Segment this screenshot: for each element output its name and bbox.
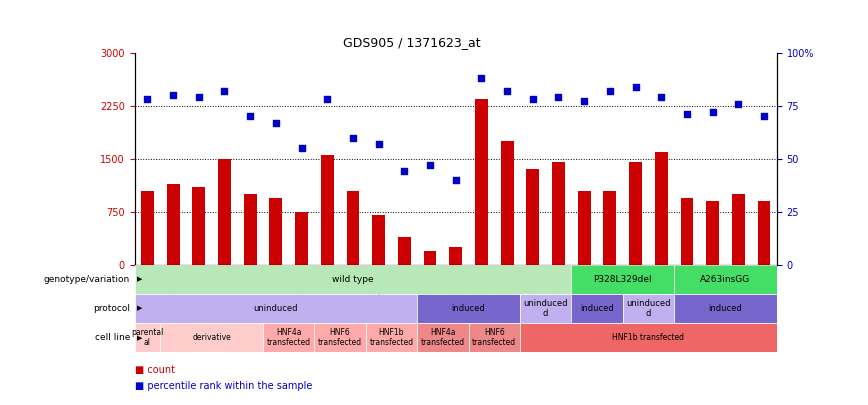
Text: ■ count: ■ count (135, 364, 174, 375)
Text: wild type: wild type (332, 275, 374, 284)
Text: HNF4a
transfected: HNF4a transfected (421, 328, 465, 347)
Point (654, 94, 668, 100)
Bar (571, 294, 622, 323)
Text: HNF1b
transfected: HNF1b transfected (370, 328, 413, 347)
Point (706, 109, 720, 115)
Bar (475, 99, 488, 265)
Bar (578, 191, 590, 265)
Point (603, 87, 617, 94)
Text: uninduced
d: uninduced d (523, 299, 568, 318)
Text: ▶: ▶ (137, 335, 142, 341)
Point (449, 177, 463, 183)
Bar (571, 265, 674, 294)
Point (680, 111, 694, 117)
Text: cell line: cell line (95, 333, 130, 342)
Bar (346, 191, 359, 265)
Bar (167, 183, 180, 265)
Bar (501, 141, 514, 265)
Point (628, 83, 642, 90)
Point (423, 162, 437, 168)
Bar (314, 323, 365, 352)
Text: derivative: derivative (192, 333, 231, 342)
Text: ▶: ▶ (137, 306, 142, 311)
Point (192, 94, 206, 100)
Bar (520, 323, 777, 352)
Text: HNF6
transfected: HNF6 transfected (318, 328, 362, 347)
Bar (622, 294, 674, 323)
Text: protocol: protocol (93, 304, 130, 313)
Bar (263, 323, 314, 352)
Bar (135, 265, 571, 294)
Text: induced: induced (580, 304, 614, 313)
Point (218, 87, 232, 94)
Text: HNF4a
transfected: HNF4a transfected (266, 328, 311, 347)
Bar (450, 247, 462, 265)
Point (577, 98, 591, 105)
Text: ■ percentile rank within the sample: ■ percentile rank within the sample (135, 381, 312, 391)
Text: A263insGG: A263insGG (700, 275, 751, 284)
Bar (418, 294, 520, 323)
Bar (758, 201, 771, 265)
Bar (654, 152, 667, 265)
Bar (520, 294, 571, 323)
Text: parental
al: parental al (131, 328, 163, 347)
Point (475, 75, 489, 81)
Bar (141, 191, 154, 265)
Bar (321, 155, 333, 265)
Bar (681, 198, 694, 265)
Text: uninduced: uninduced (253, 304, 298, 313)
Point (500, 87, 514, 94)
Bar (295, 212, 308, 265)
Bar (398, 237, 411, 265)
Bar (418, 323, 469, 352)
Bar (424, 251, 437, 265)
Text: HNF6
transfected: HNF6 transfected (472, 328, 516, 347)
Bar (161, 323, 263, 352)
Bar (469, 323, 520, 352)
Text: uninduced
d: uninduced d (626, 299, 671, 318)
Point (294, 145, 308, 151)
Text: ▶: ▶ (137, 277, 142, 282)
Point (166, 92, 180, 98)
Bar (707, 201, 719, 265)
Bar (552, 162, 565, 265)
Point (526, 96, 540, 102)
Point (243, 113, 257, 119)
Text: genotype/variation: genotype/variation (44, 275, 130, 284)
Text: induced: induced (451, 304, 485, 313)
Point (346, 134, 360, 141)
Point (269, 119, 283, 126)
Bar (135, 323, 161, 352)
Bar (674, 265, 777, 294)
Point (398, 168, 411, 175)
Text: P328L329del: P328L329del (594, 275, 652, 284)
Point (320, 96, 334, 102)
Bar (269, 198, 282, 265)
Bar (365, 323, 418, 352)
Bar (732, 194, 745, 265)
Bar (372, 215, 385, 265)
Point (372, 141, 385, 147)
Point (551, 94, 565, 100)
Text: GDS905 / 1371623_at: GDS905 / 1371623_at (344, 36, 481, 49)
Point (757, 113, 771, 119)
Bar (218, 159, 231, 265)
Bar (135, 294, 418, 323)
Point (141, 96, 155, 102)
Bar (603, 191, 616, 265)
Text: HNF1b transfected: HNF1b transfected (613, 333, 684, 342)
Bar (674, 294, 777, 323)
Bar (526, 169, 539, 265)
Text: induced: induced (708, 304, 742, 313)
Bar (629, 162, 642, 265)
Point (732, 100, 746, 107)
Bar (244, 194, 257, 265)
Bar (193, 187, 205, 265)
